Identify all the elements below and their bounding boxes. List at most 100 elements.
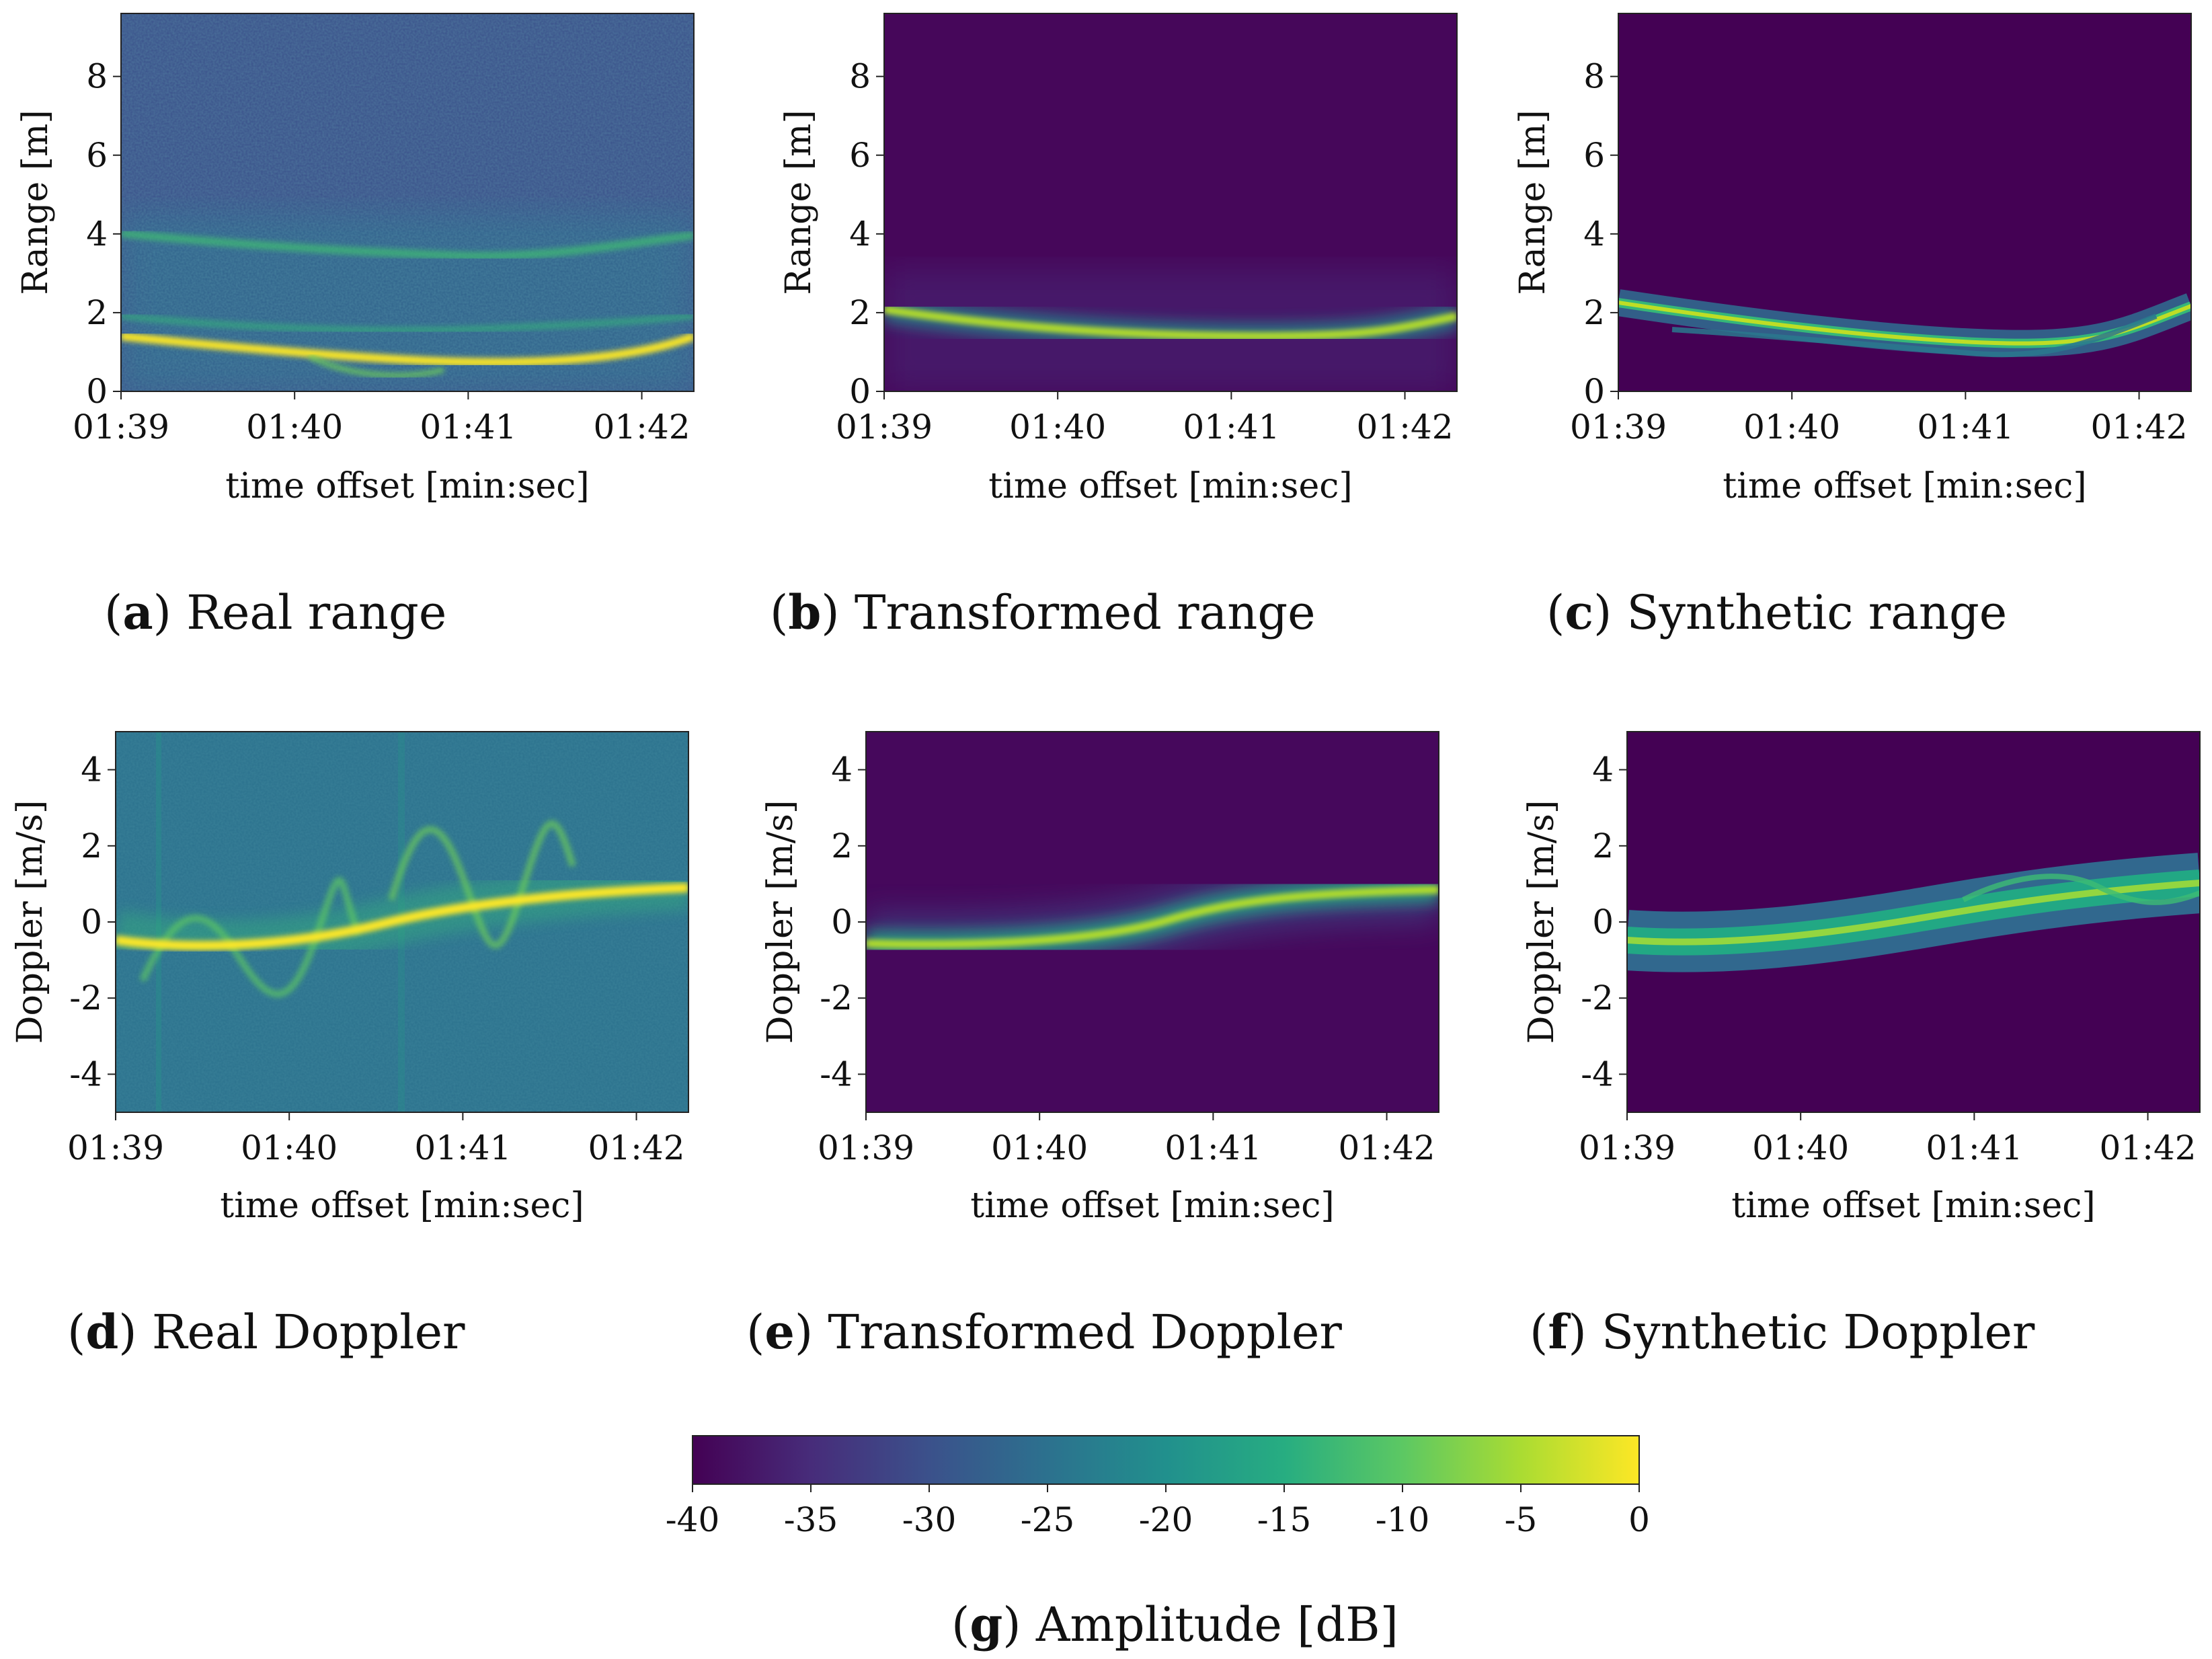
xtick-label: 01:40: [246, 408, 343, 447]
ytick-label: 2: [81, 826, 102, 865]
ytick-label: 4: [86, 215, 108, 254]
xtick-label: 01:42: [2099, 1128, 2196, 1167]
ytick-label: 2: [1592, 826, 1614, 865]
xticks-f: 01:39 01:40 01:41 01:42: [1579, 1112, 2197, 1167]
xtick-label: 01:42: [588, 1128, 684, 1167]
ytick-label: 8: [1583, 57, 1605, 96]
ytick-label: 0: [849, 372, 871, 411]
heatmap-d-main-ridge: [116, 883, 688, 951]
xlabel-a: time offset [min:sec]: [225, 466, 589, 506]
heatmap-a-ridge-2m: [121, 313, 694, 334]
caption-e: (e) Transformed Doppler: [746, 1304, 1342, 1360]
xtick-label: 01:40: [1009, 408, 1106, 447]
xlabel-f: time offset [min:sec]: [1731, 1186, 2095, 1226]
ytick-label: -2: [69, 978, 102, 1017]
xticks-d: 01:39 01:40 01:41 01:42: [67, 1112, 685, 1167]
heatmap-e: [866, 732, 1439, 1112]
ylabel-b: Range [m]: [779, 110, 819, 295]
ytick-label: -2: [820, 978, 853, 1017]
xticks-a: 01:39 01:40 01:41 01:42: [73, 391, 690, 447]
ylabel-d: Doppler [m/s]: [10, 800, 50, 1044]
heatmap-a: [121, 13, 694, 391]
ytick-label: -2: [1581, 978, 1614, 1017]
xtick-label: 01:40: [991, 1128, 1088, 1167]
colorbar-tick-label: 0: [1628, 1500, 1650, 1539]
ytick-label: 2: [831, 826, 853, 865]
xtick-label: 01:41: [1926, 1128, 2022, 1167]
xtick-label: 01:39: [818, 1128, 914, 1167]
ytick-label: 2: [1583, 293, 1605, 332]
xtick-label: 01:42: [1338, 1128, 1435, 1167]
ylabel-a: Range [m]: [15, 110, 56, 295]
ytick-label: 0: [81, 902, 102, 941]
colorbar-tick-label: -5: [1505, 1500, 1538, 1539]
xtick-label: 01:41: [1164, 1128, 1261, 1167]
heatmap-f-main-ridge: [1627, 880, 2200, 946]
ytick-label: 4: [1583, 215, 1605, 254]
xtick-label: 01:41: [1183, 408, 1279, 447]
ylabel-c: Range [m]: [1513, 110, 1553, 295]
xticks-b: 01:39 01:40 01:41 01:42: [836, 391, 1454, 447]
caption-c: (c) Synthetic range: [1546, 584, 2007, 640]
colorbar-tick-label: -15: [1257, 1500, 1312, 1539]
ytick-label: 8: [849, 57, 871, 96]
ytick-label: 4: [831, 750, 853, 789]
caption-f: (f) Synthetic Doppler: [1530, 1304, 2035, 1360]
heatmap-c-sub-ridge: [1671, 313, 2158, 358]
heatmap-a-ridge-4m: [121, 229, 694, 260]
ylabel-e: Doppler [m/s]: [760, 800, 801, 1044]
heatmap-e-main-ridge: [866, 886, 1439, 949]
xlabel-b: time offset [min:sec]: [988, 466, 1352, 506]
heatmap-b-main-ridge: [884, 305, 1457, 341]
heatmap-d: [116, 732, 688, 1112]
colorbar-tick-label: -10: [1376, 1500, 1430, 1539]
xtick-label: 01:39: [67, 1128, 164, 1167]
yticks-c: 0 2 4 6 8: [1583, 57, 1618, 411]
xlabel-c: time offset [min:sec]: [1723, 466, 2086, 506]
yticks-b: 0 2 4 6 8: [849, 57, 884, 411]
xtick-label: 01:40: [241, 1128, 338, 1167]
xtick-label: 01:40: [1752, 1128, 1849, 1167]
caption-g: (g) Amplitude [dB]: [951, 1596, 1398, 1652]
colorbar-ticks: -40 -35 -30 -25 -20 -15 -10 -5 0: [666, 1484, 1650, 1539]
heatmap-d-harmonic-1: [139, 877, 361, 997]
caption-b: (b) Transformed range: [770, 584, 1316, 640]
yticks-d: -4 -2 0 2 4: [69, 750, 116, 1093]
xtick-label: 01:41: [420, 408, 516, 447]
colorbar-tick-label: -25: [1021, 1500, 1075, 1539]
ytick-label: -4: [820, 1054, 853, 1093]
xtick-label: 01:39: [1570, 408, 1667, 447]
heatmap-d-harmonic-2: [388, 820, 576, 949]
yticks-e: -4 -2 0 2 4: [820, 750, 866, 1093]
xlabel-d: time offset [min:sec]: [220, 1186, 584, 1226]
colorbar-tick-label: -35: [784, 1500, 838, 1539]
ytick-label: 0: [1592, 902, 1614, 941]
panel-a: 0 2 4 6 8 01:39 01:40 01:41 01:42 Range [m] tim…: [15, 13, 695, 640]
xtick-label: 01:42: [1356, 408, 1453, 447]
xtick-label: 01:42: [593, 408, 690, 447]
xticks-e: 01:39 01:40 01:41 01:42: [818, 1112, 1435, 1167]
ytick-label: 2: [86, 293, 108, 332]
heatmap-a-noise: [121, 13, 694, 391]
panel-e: -4 -2 0 2 4 01:39 01:40 01:41 01:42 Doppler [m/…: [746, 731, 1439, 1360]
heatmap-c: [1618, 13, 2191, 391]
ytick-label: 2: [849, 293, 871, 332]
ytick-label: -4: [69, 1054, 102, 1093]
xtick-label: 01:42: [2090, 408, 2187, 447]
ytick-label: 6: [86, 136, 108, 175]
xtick-label: 01:39: [1579, 1128, 1675, 1167]
colorbar-gradient: [692, 1435, 1640, 1485]
heatmap-b: [884, 13, 1457, 391]
colorbar: -40 -35 -30 -25 -20 -15 -10 -5 0 (g) Amplitude […: [666, 1435, 1650, 1652]
panel-f: -4 -2 0 2 4 01:39 01:40 01:41 01:42 Doppler [m/…: [1522, 731, 2201, 1360]
panel-c: 0 2 4 6 8 01:39 01:40 01:41 01:42 Range [m] tim…: [1513, 13, 2192, 640]
yticks-a: 0 2 4 6 8: [86, 57, 121, 411]
yticks-f: -4 -2 0 2 4: [1581, 750, 1627, 1093]
ytick-label: 4: [81, 750, 102, 789]
ytick-label: 0: [86, 372, 108, 411]
xtick-label: 01:40: [1743, 408, 1840, 447]
ytick-label: 4: [1592, 750, 1614, 789]
colorbar-tick-label: -20: [1139, 1500, 1193, 1539]
xtick-label: 01:39: [73, 408, 169, 447]
